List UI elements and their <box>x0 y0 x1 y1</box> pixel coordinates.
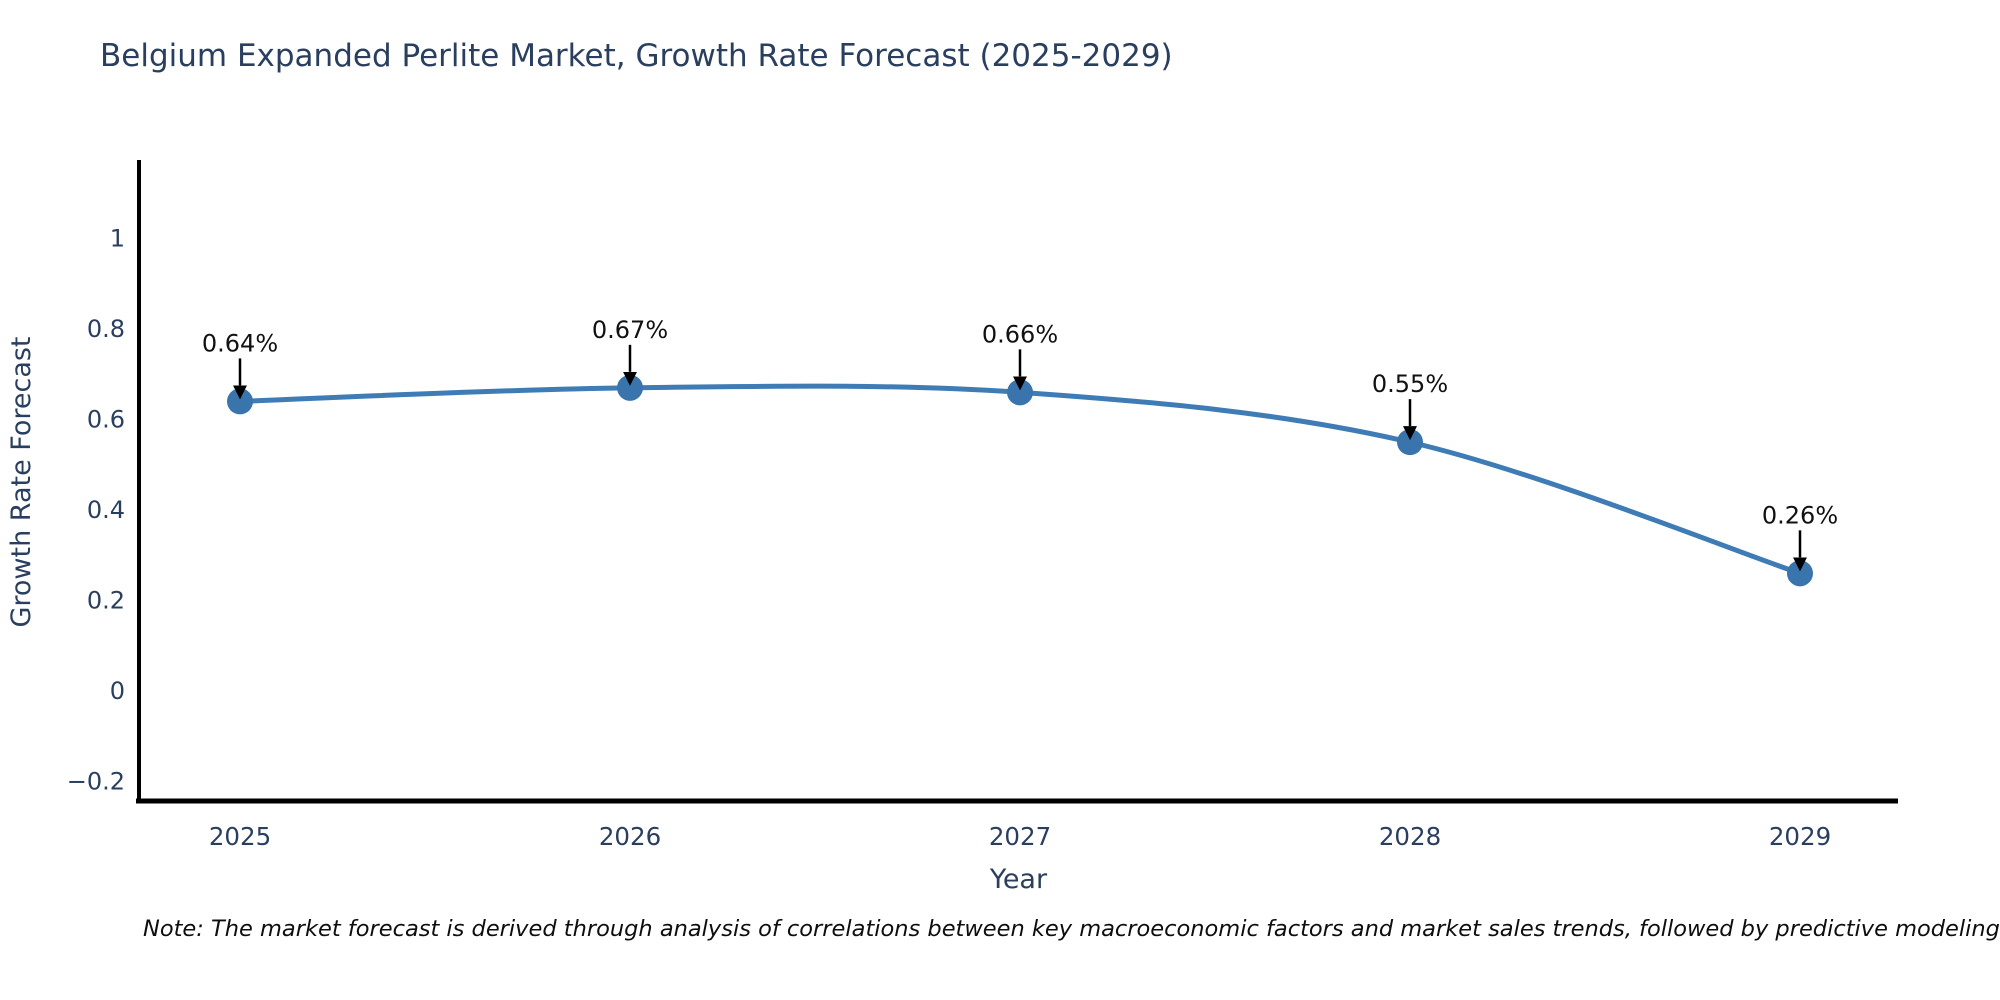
x-tick-label: 2026 <box>599 822 661 851</box>
data-point-label: 0.67% <box>592 316 668 344</box>
data-point-2028 <box>1397 429 1423 456</box>
y-axis-title: Growth Rate Forecast <box>6 336 37 627</box>
data-point-label: 0.26% <box>1762 501 1838 529</box>
data-point-label: 0.66% <box>982 320 1058 348</box>
y-tick-label: 0.4 <box>87 496 125 524</box>
chart-title: Belgium Expanded Perlite Market, Growth … <box>100 38 1173 74</box>
data-point-2027 <box>1007 379 1033 406</box>
y-tick-label: 0.6 <box>87 406 125 434</box>
y-tick-label: −0.2 <box>67 768 125 796</box>
data-point-label: 0.64% <box>202 329 278 357</box>
forecast-line <box>237 383 1803 576</box>
y-tick-label: 0.8 <box>87 315 125 343</box>
data-point-2026 <box>617 374 643 401</box>
data-point-2025 <box>227 388 253 415</box>
y-tick-label: 1 <box>110 225 125 253</box>
x-tick-label: 2027 <box>989 822 1051 851</box>
y-tick-label: 0 <box>110 677 125 705</box>
x-tick-label: 2025 <box>209 822 271 851</box>
data-point-2029 <box>1787 560 1813 587</box>
data-point-label: 0.55% <box>1372 370 1448 398</box>
footnote: Note: The market forecast is derived thr… <box>143 916 2000 942</box>
x-tick-label: 2029 <box>1769 822 1831 851</box>
y-tick-label: 0.2 <box>87 587 125 615</box>
x-axis-title: Year <box>989 864 1048 895</box>
x-tick-label: 2028 <box>1379 822 1441 851</box>
